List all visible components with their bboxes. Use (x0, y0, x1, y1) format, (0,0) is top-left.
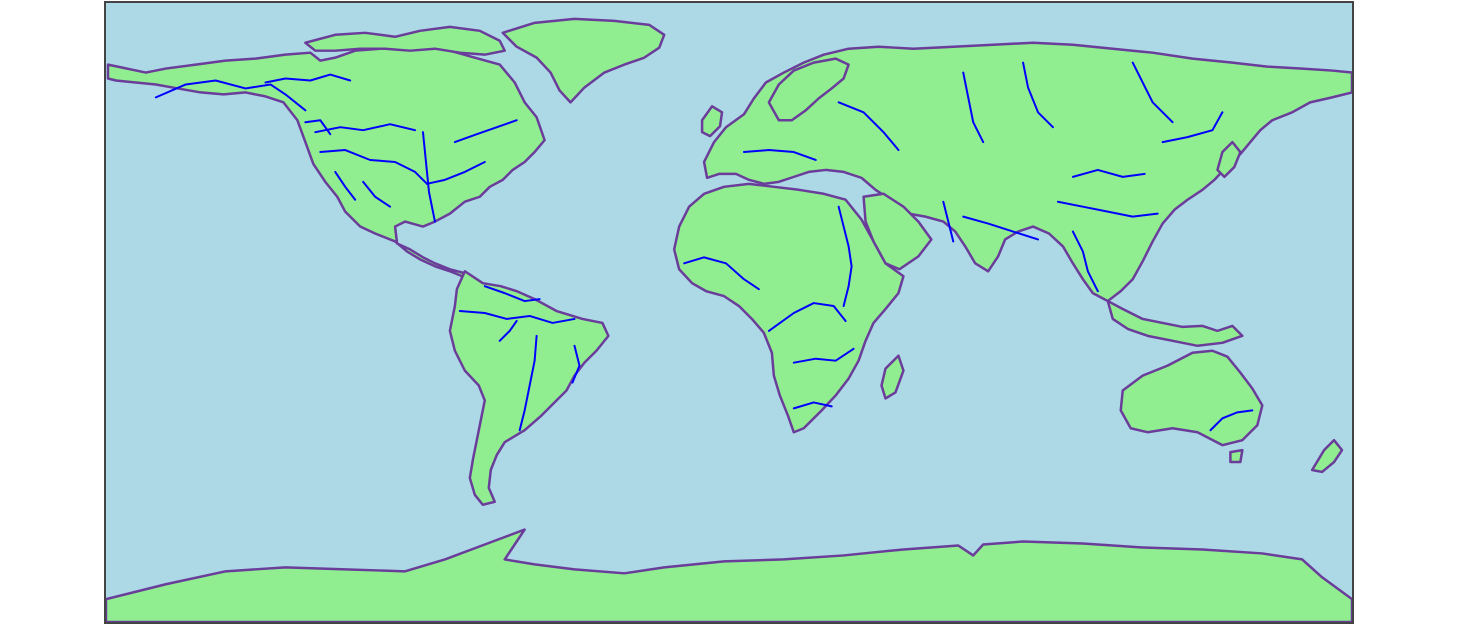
madagascar (880, 354, 905, 400)
arctic-archipelago (304, 25, 506, 56)
river-yukon (264, 73, 352, 84)
british-isles (700, 105, 724, 138)
australia (1119, 349, 1264, 447)
arabian-peninsula (862, 192, 933, 271)
river-niger (683, 256, 760, 291)
river-volga (837, 101, 900, 152)
river-sao-francisco (571, 344, 581, 384)
river-ohio (425, 160, 486, 185)
landmasses (106, 17, 1352, 622)
river-mississippi (421, 131, 436, 223)
river-ganges (962, 215, 1040, 241)
southeast-asia-islands (1106, 299, 1244, 348)
river-amur (1161, 111, 1224, 144)
river-danube (742, 149, 817, 161)
river-mekong (1071, 230, 1099, 293)
river-colorado (334, 170, 357, 201)
river-indus (942, 200, 955, 243)
river-saskatchewan (314, 123, 417, 134)
greenland (501, 17, 666, 104)
tasmania (1229, 448, 1244, 464)
eurasia (702, 41, 1352, 303)
africa (672, 182, 905, 434)
river-yenisei (1022, 61, 1054, 129)
river-amazon (458, 310, 576, 324)
river-rio-grande (362, 180, 392, 208)
river-st-lawrence (453, 119, 518, 144)
river-madeira (498, 319, 518, 342)
japan (1216, 140, 1242, 179)
river-ob (962, 71, 985, 144)
river-congo (767, 302, 847, 332)
river-mackenzie (154, 79, 307, 112)
river-columbia (304, 119, 332, 136)
river-nile (837, 205, 853, 308)
river-murray (1209, 409, 1254, 432)
new-zealand (1310, 438, 1344, 474)
scandinavia (767, 57, 850, 122)
river-parana (518, 334, 538, 432)
river-orinoco (483, 285, 541, 303)
river-yellow (1071, 168, 1146, 178)
river-lena (1131, 61, 1174, 124)
world-map (104, 1, 1354, 624)
river-zambezi (792, 347, 855, 364)
rivers (154, 61, 1254, 432)
river-orange (792, 401, 833, 410)
antarctica (106, 528, 1352, 622)
river-yangtze (1056, 200, 1159, 218)
world-map-svg (106, 3, 1352, 622)
river-missouri (319, 149, 428, 185)
